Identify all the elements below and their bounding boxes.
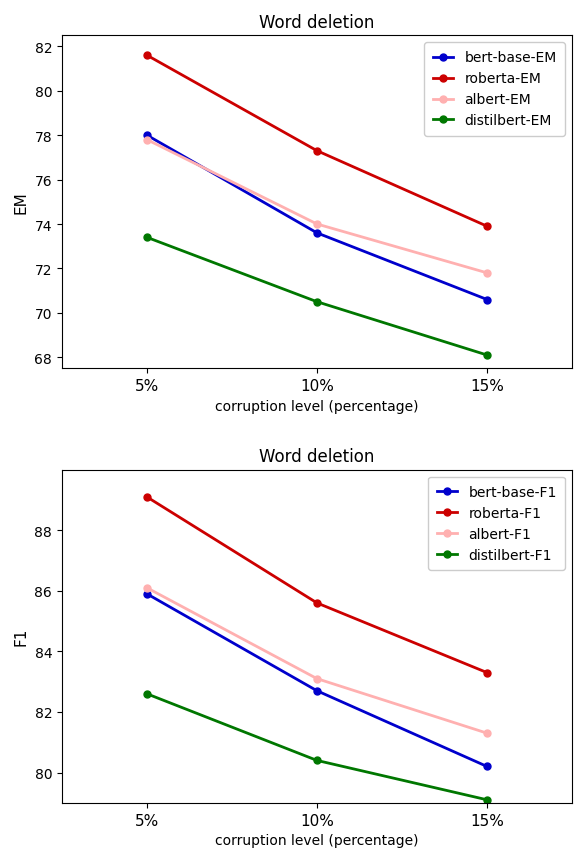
Line: bert-base-EM: bert-base-EM (144, 133, 490, 304)
roberta-F1 (144, 492, 151, 503)
roberta-EM (314, 146, 321, 157)
distilbert-F1 (144, 689, 151, 699)
roberta-F1 (314, 598, 321, 609)
Line: albert-EM: albert-EM (144, 137, 490, 277)
Legend: bert-base-EM, roberta-EM, albert-EM, distilbert-EM: bert-base-EM, roberta-EM, albert-EM, dis… (424, 43, 565, 137)
albert-EM (314, 220, 321, 230)
roberta-EM (483, 222, 490, 232)
bert-base-F1 (483, 761, 490, 771)
distilbert-F1 (483, 795, 490, 805)
Line: distilbert-F1: distilbert-F1 (144, 691, 490, 803)
distilbert-F1 (314, 755, 321, 765)
Y-axis label: EM: EM (14, 191, 29, 214)
Line: bert-base-F1: bert-base-F1 (144, 591, 490, 770)
Title: Word deletion: Word deletion (260, 448, 374, 466)
Line: roberta-EM: roberta-EM (144, 53, 490, 231)
bert-base-F1 (144, 589, 151, 599)
X-axis label: corruption level (percentage): corruption level (percentage) (215, 833, 419, 847)
bert-base-F1 (314, 686, 321, 697)
albert-EM (144, 135, 151, 146)
Line: albert-F1: albert-F1 (144, 585, 490, 737)
distilbert-EM (483, 350, 490, 361)
distilbert-EM (144, 232, 151, 243)
X-axis label: corruption level (percentage): corruption level (percentage) (215, 400, 419, 413)
Line: roberta-F1: roberta-F1 (144, 494, 490, 676)
roberta-F1 (483, 667, 490, 678)
distilbert-EM (314, 297, 321, 307)
Title: Word deletion: Word deletion (260, 14, 374, 32)
Line: distilbert-EM: distilbert-EM (144, 234, 490, 359)
Legend: bert-base-F1, roberta-F1, albert-F1, distilbert-F1: bert-base-F1, roberta-F1, albert-F1, dis… (428, 477, 565, 571)
albert-EM (483, 269, 490, 279)
albert-F1 (314, 673, 321, 684)
albert-F1 (483, 728, 490, 739)
bert-base-EM (144, 131, 151, 141)
albert-F1 (144, 583, 151, 593)
Y-axis label: F1: F1 (14, 628, 29, 646)
bert-base-EM (483, 295, 490, 306)
bert-base-EM (314, 228, 321, 238)
roberta-EM (144, 51, 151, 61)
